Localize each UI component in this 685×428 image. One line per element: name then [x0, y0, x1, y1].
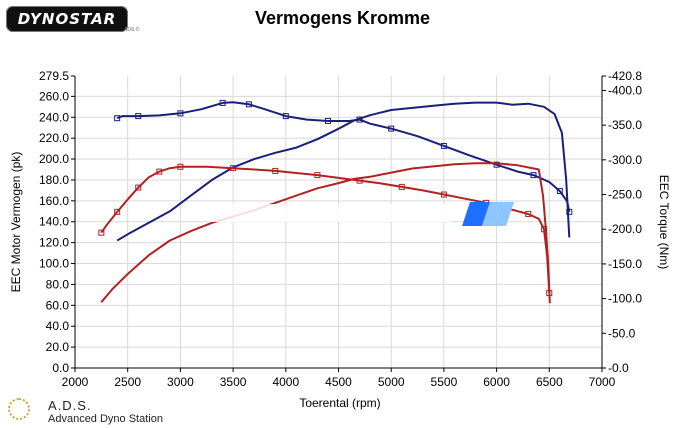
x-tick-label: 3000	[167, 375, 194, 389]
ads-logo-icon	[8, 398, 30, 420]
data-point-marker	[525, 210, 532, 217]
data-point-marker	[388, 125, 395, 132]
y-left-tick-label: 60.0	[46, 298, 70, 312]
data-point-marker	[230, 165, 237, 172]
dynostar-logo: DYNOSTAR	[6, 6, 128, 32]
ads-subtitle: Advanced Dyno Station	[48, 413, 163, 425]
x-tick-label: 2000	[62, 375, 89, 389]
x-tick-label: 4000	[272, 375, 299, 389]
red-power-line	[100, 162, 551, 304]
y-left-tick-label: 260.0	[39, 89, 69, 103]
data-point-marker	[556, 188, 563, 195]
watermark-logo	[462, 202, 514, 226]
x-tick-label: 3500	[220, 375, 247, 389]
data-point-marker	[156, 168, 163, 175]
data-point-marker	[356, 116, 363, 123]
y-axis-left-label: EEC Motor Vermogen (pk)	[9, 152, 23, 293]
red-torque-line	[100, 165, 551, 294]
y-right-tick-label: -200.0	[608, 222, 642, 236]
y-left-tick-label: 20.0	[46, 340, 70, 354]
y-left-tick-label: 279.5	[39, 69, 69, 83]
data-point-marker	[356, 177, 363, 184]
x-tick-label: 7000	[589, 375, 616, 389]
y-left-tick-label: 40.0	[46, 319, 70, 333]
y-right-tick-label: -300.0	[608, 153, 642, 167]
x-tick-label: 4500	[325, 375, 352, 389]
data-point-marker	[530, 172, 537, 179]
ads-footer: A.D.S. Advanced Dyno Station	[8, 396, 188, 426]
y-left-tick-label: 200.0	[39, 152, 69, 166]
watermark-mask	[210, 204, 450, 222]
y-right-tick-label: -100.0	[608, 292, 642, 306]
data-point-marker	[282, 113, 289, 120]
y-right-tick-label: -350.0	[608, 118, 642, 132]
y-left-tick-label: 220.0	[39, 131, 69, 145]
data-point-marker	[114, 115, 121, 122]
data-point-marker	[440, 191, 447, 198]
blue-torque-line	[116, 101, 571, 213]
data-point-marker	[135, 184, 142, 191]
data-point-marker	[135, 113, 142, 120]
data-point-marker	[245, 101, 252, 108]
x-tick-label: 6000	[483, 375, 510, 389]
x-tick-label: 2500	[114, 375, 141, 389]
data-point-marker	[541, 226, 548, 233]
y-axis-right-label: EEC Torque (Nm)	[657, 175, 671, 269]
data-point-marker	[546, 290, 553, 297]
data-point-marker	[324, 117, 331, 124]
data-point-marker	[566, 208, 573, 215]
x-tick-label: 5500	[431, 375, 458, 389]
data-point-marker	[114, 208, 121, 215]
y-left-tick-label: 140.0	[39, 215, 69, 229]
y-left-tick-label: 120.0	[39, 236, 69, 250]
x-tick-label: 5000	[378, 375, 405, 389]
data-point-marker	[493, 161, 500, 168]
y-left-tick-label: 80.0	[46, 277, 70, 291]
y-right-tick-label: -250.0	[608, 188, 642, 202]
data-point-marker	[314, 172, 321, 179]
chart-title: Vermogens Kromme	[254, 8, 431, 28]
y-left-tick-label: 180.0	[39, 173, 69, 187]
data-point-marker	[398, 183, 405, 190]
x-axis-label: Toerental (rpm)	[299, 396, 380, 410]
logo-subtext: ADS ©	[124, 27, 140, 33]
y-left-tick-label: 160.0	[39, 194, 69, 208]
y-left-tick-label: 100.0	[39, 257, 69, 271]
data-point-marker	[272, 167, 279, 174]
data-point-marker	[177, 110, 184, 117]
y-right-tick-label: -50.0	[608, 326, 636, 340]
y-right-tick-label: -400.0	[608, 83, 642, 97]
data-point-marker	[98, 229, 105, 236]
y-left-tick-label: 0.0	[52, 361, 69, 375]
y-right-tick-label: -0.0	[608, 361, 629, 375]
y-right-tick-label: -150.0	[608, 257, 642, 271]
blue-power-line	[116, 101, 571, 242]
data-point-marker	[219, 99, 226, 106]
ads-title: A.D.S.	[48, 398, 92, 413]
x-tick-label: 6500	[536, 375, 563, 389]
y-left-tick-label: 240.0	[39, 110, 69, 124]
data-point-marker	[440, 142, 447, 149]
data-point-marker	[177, 163, 184, 170]
y-right-tick-label: -420.8	[608, 69, 642, 83]
